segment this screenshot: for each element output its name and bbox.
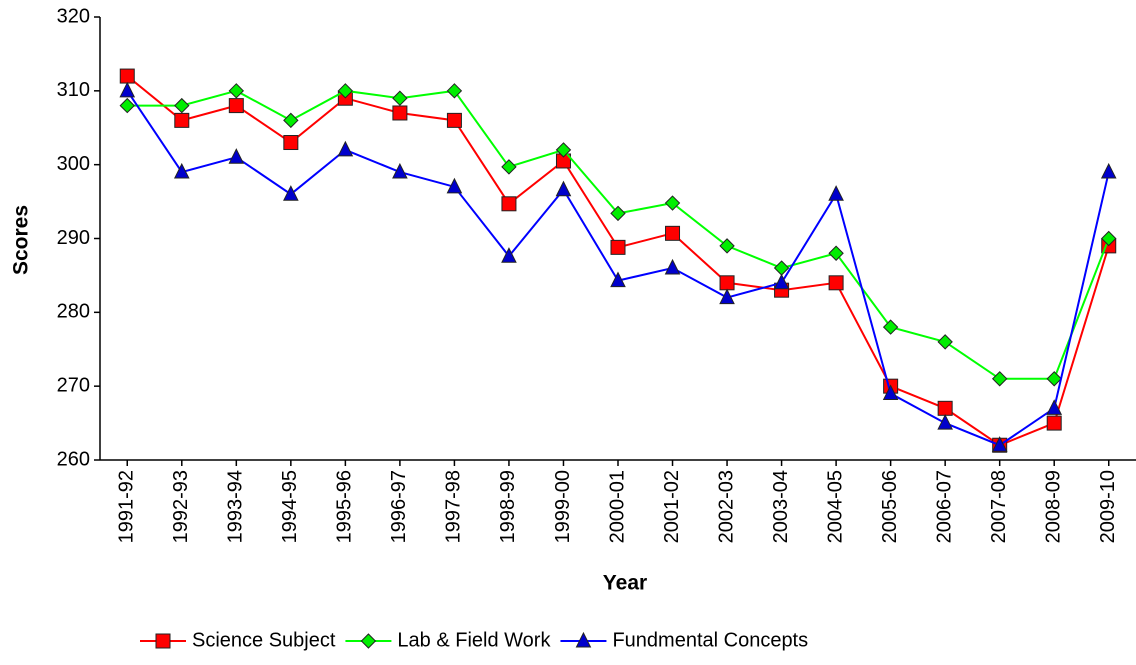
- marker-triangle: [555, 180, 572, 197]
- x-tick-label: 1994-95: [279, 470, 301, 543]
- legend-item: Lab & Field Work: [345, 629, 551, 651]
- marker-square: [119, 68, 135, 84]
- marker-triangle: [173, 162, 190, 179]
- y-tick-label: 290: [57, 227, 90, 249]
- marker-square: [228, 98, 244, 114]
- x-tick-label: 1999-00: [552, 470, 574, 543]
- y-tick-label: 320: [57, 5, 90, 27]
- marker-triangle: [991, 436, 1008, 452]
- marker-diamond: [337, 83, 354, 99]
- marker-triangle: [610, 271, 626, 288]
- x-tick-label: 2007-08: [988, 470, 1010, 543]
- marker-triangle: [446, 177, 463, 194]
- marker-square: [937, 400, 953, 416]
- marker-square: [828, 275, 844, 291]
- marker-square: [719, 275, 735, 291]
- marker-diamond: [828, 245, 844, 261]
- x-tick-label: 2009-10: [1097, 470, 1119, 543]
- marker-diamond: [360, 633, 377, 649]
- marker-square: [665, 225, 681, 241]
- marker-triangle: [664, 258, 681, 275]
- x-tick-label: 2006-07: [933, 470, 955, 543]
- marker-triangle: [937, 413, 953, 430]
- marker-diamond: [664, 195, 681, 211]
- marker-triangle: [828, 185, 844, 201]
- marker-triangle: [283, 185, 299, 201]
- marker-diamond: [119, 97, 135, 114]
- legend-label: Science Subject: [192, 629, 336, 651]
- marker-diamond: [719, 238, 735, 254]
- x-axis-title: Year: [603, 572, 647, 595]
- x-tick-label: 2003-04: [770, 470, 792, 543]
- series-line: [126, 90, 1110, 447]
- x-tick-label: 2000-01: [606, 470, 628, 543]
- series-line: [126, 75, 1110, 447]
- marker-triangle: [501, 247, 517, 263]
- marker-diamond: [991, 371, 1008, 387]
- legend-label: Fundmental Concepts: [612, 629, 808, 651]
- marker-square: [610, 239, 626, 255]
- marker-triangle: [575, 631, 592, 648]
- marker-diamond: [501, 159, 517, 175]
- legend-label: Lab & Field Work: [397, 629, 551, 651]
- x-tick-label: 1995-96: [334, 470, 356, 543]
- y-tick-label: 260: [57, 448, 90, 470]
- marker-diamond: [555, 142, 572, 158]
- marker-diamond: [882, 319, 899, 335]
- marker-diamond: [937, 334, 953, 350]
- marker-triangle: [119, 81, 136, 98]
- marker-square: [1046, 415, 1062, 431]
- y-tick-label: 270: [57, 374, 90, 396]
- marker-diamond: [174, 97, 190, 114]
- x-tick-label: 1992-93: [170, 470, 192, 543]
- y-tick-label: 310: [57, 79, 90, 101]
- marker-diamond: [1046, 371, 1062, 387]
- marker-square: [446, 112, 462, 128]
- marker-triangle: [882, 384, 899, 401]
- x-tick-label: 2001-02: [661, 470, 683, 543]
- marker-square: [174, 112, 190, 128]
- marker-diamond: [610, 205, 626, 222]
- y-tick-label: 300: [57, 153, 90, 175]
- marker-triangle: [228, 148, 245, 164]
- marker-diamond: [392, 90, 408, 106]
- marker-triangle: [1100, 162, 1117, 179]
- x-tick-label: 2008-09: [1042, 470, 1064, 543]
- marker-triangle: [337, 140, 354, 157]
- marker-square: [155, 633, 171, 649]
- x-tick-label: 1993-94: [225, 470, 247, 543]
- marker-diamond: [1101, 230, 1117, 247]
- legend-item: Science Subject: [140, 629, 336, 651]
- marker-triangle: [392, 162, 408, 179]
- x-tick-label: 1997-98: [443, 470, 465, 543]
- x-tick-label: 1991-92: [116, 470, 138, 543]
- marker-triangle: [1046, 399, 1063, 415]
- marker-diamond: [228, 83, 245, 99]
- x-tick-label: 2002-03: [715, 470, 737, 543]
- marker-square: [283, 135, 299, 151]
- marker-triangle: [773, 273, 790, 290]
- marker-diamond: [283, 112, 299, 129]
- marker-square: [501, 196, 517, 212]
- x-tick-label: 2005-06: [879, 470, 901, 543]
- series-line: [127, 89, 1110, 380]
- legend-item: Fundmental Concepts: [560, 629, 808, 651]
- marker-triangle: [719, 288, 735, 305]
- marker-square: [392, 105, 408, 121]
- marker-diamond: [446, 83, 463, 99]
- y-axis-title: Scores: [10, 205, 33, 275]
- y-tick-label: 280: [57, 301, 90, 323]
- x-tick-label: 2004-05: [824, 470, 846, 543]
- x-tick-label: 1998-99: [497, 470, 519, 543]
- x-tick-label: 1996-97: [388, 470, 410, 543]
